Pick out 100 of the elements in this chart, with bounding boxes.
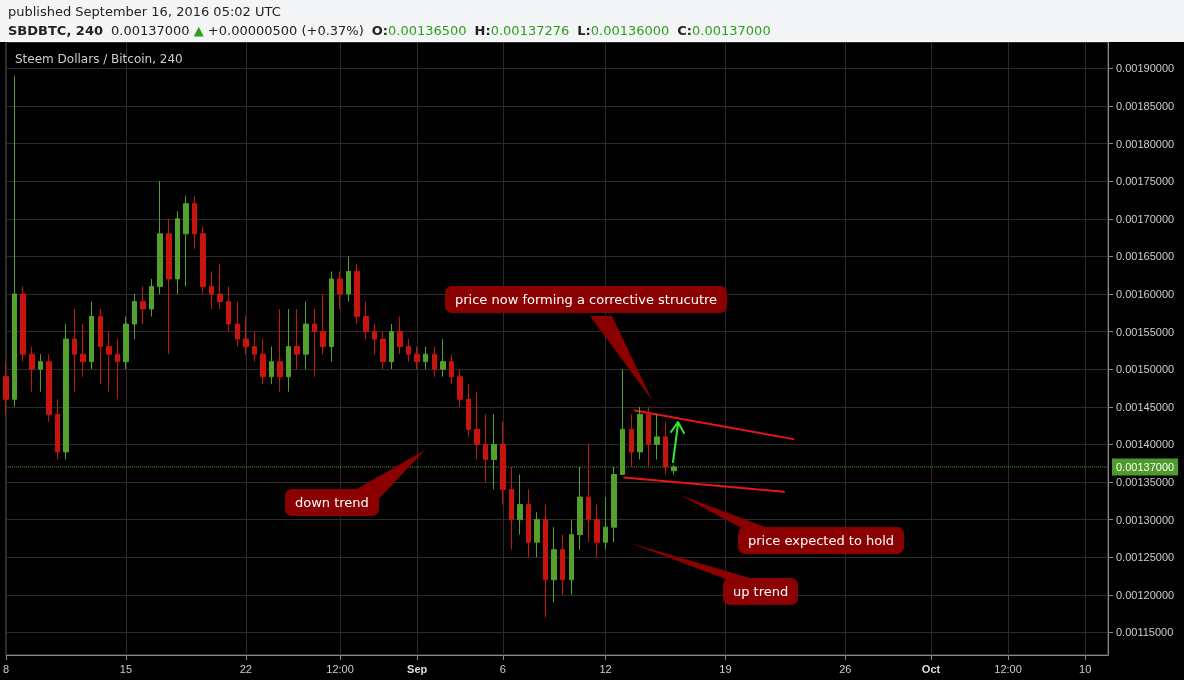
candlestick (20, 285, 26, 363)
y-tick-label: 0.00190000 (1116, 62, 1175, 75)
x-tick-label: 22 (239, 662, 252, 675)
candlestick (217, 263, 223, 310)
y-tick-label: 0.00125000 (1116, 551, 1175, 564)
annotation: down trend (285, 489, 379, 516)
y-tick-label: 0.00120000 (1116, 588, 1175, 601)
candlestick (303, 300, 309, 370)
candlestick (586, 443, 591, 543)
candlestick (663, 421, 668, 475)
candlestick (380, 331, 386, 370)
candlestick (29, 346, 35, 393)
candlestick (80, 323, 86, 378)
candlestick (329, 270, 334, 363)
ref-line-label: 0.00137000 (1116, 460, 1175, 473)
text: O:0.00136500 (371, 23, 467, 38)
y-tick-label: 0.00175000 (1116, 175, 1175, 188)
candlestick (509, 466, 514, 551)
y-tick-label: 0.00155000 (1116, 325, 1175, 338)
candlestick (603, 496, 608, 551)
y-tick-label: 0.00130000 (1116, 513, 1175, 526)
candlestick (55, 398, 60, 460)
chart-title: SBDBTC, 240 (8, 23, 103, 38)
candlestick (312, 308, 317, 378)
candlestick (560, 534, 565, 596)
candlestick (483, 413, 488, 483)
candlestick (260, 338, 266, 385)
y-tick-label: 0.00165000 (1116, 250, 1175, 263)
candlestick (406, 338, 411, 363)
candlestick (46, 353, 52, 423)
candlestick (123, 316, 129, 370)
candlestick (449, 353, 454, 385)
candlestick (183, 195, 189, 287)
candlestick (526, 489, 531, 558)
y-tick-label: 0.00135000 (1116, 476, 1175, 489)
text: L:0.00136000 (577, 23, 670, 38)
candlestick (72, 308, 77, 393)
candlestick (397, 316, 403, 355)
annotation: price now forming a corrective strucutre (445, 286, 728, 313)
candlestick (432, 346, 437, 378)
candlestick (346, 255, 351, 302)
candlestick (337, 270, 343, 310)
candlestick (132, 293, 137, 340)
x-tick-label: 12:00 (994, 662, 1022, 675)
x-tick-label: 26 (839, 662, 852, 675)
candlestick (457, 368, 463, 408)
candlestick (629, 413, 634, 468)
candlestick (423, 346, 428, 370)
candlestick (294, 308, 300, 370)
candlestick (149, 278, 154, 318)
y-tick-label: 0.00160000 (1116, 287, 1175, 300)
candlestick (63, 323, 69, 460)
text: H:0.00137276 (474, 23, 570, 38)
y-tick-label: 0.00180000 (1116, 137, 1175, 150)
candlestick (106, 331, 112, 393)
candlestick (38, 353, 43, 393)
candlestick (320, 293, 326, 355)
x-tick-label: Oct (921, 662, 941, 675)
annotation: up trend (723, 578, 799, 605)
x-tick-label: 15 (119, 662, 133, 675)
candlestick (517, 473, 523, 536)
annotation: price expected to hold (738, 527, 905, 554)
candlestick (175, 210, 180, 295)
candlestick (166, 218, 172, 355)
annotation: Steem Dollars / Bitcoin, 240 (15, 52, 183, 66)
candlestick (277, 308, 283, 393)
candlestick (440, 338, 446, 378)
x-tick-label: 12:00 (326, 662, 354, 675)
candlestick (226, 285, 231, 333)
candlestick (269, 346, 274, 385)
candlestick (3, 361, 9, 415)
candlestick (466, 383, 471, 438)
candlestick (637, 406, 643, 460)
candlestick (354, 263, 360, 325)
candlestick (140, 285, 146, 325)
candlestick (569, 519, 574, 596)
candlestick (243, 316, 249, 355)
x-tick-label: 6 (499, 662, 506, 675)
x-tick-label: 10 (1079, 662, 1092, 675)
candlestick (89, 300, 94, 370)
candlestick (551, 526, 557, 603)
y-tick-label: 0.00150000 (1116, 363, 1175, 376)
x-tick-label: Sep (407, 662, 428, 675)
candlestick (414, 346, 420, 370)
y-tick-label: 0.00145000 (1116, 400, 1175, 413)
candlestick (209, 270, 214, 310)
candlestick (534, 511, 540, 558)
y-tick-label: 0.00185000 (1116, 99, 1175, 112)
candlestick (654, 413, 660, 460)
x-tick-label: 12 (599, 662, 612, 675)
candlestick (646, 406, 651, 468)
candlestick (543, 504, 548, 618)
candlestick (372, 323, 377, 355)
candlestick (192, 195, 197, 250)
y-tick-label: 0.00140000 (1116, 438, 1175, 451)
y-tick-label: 0.00170000 (1116, 212, 1175, 225)
candlestick (235, 300, 240, 348)
chart-subtitle: published September 16, 2016 05:02 UTC (8, 3, 282, 21)
candlestick (115, 338, 120, 400)
candlestick (474, 391, 480, 460)
